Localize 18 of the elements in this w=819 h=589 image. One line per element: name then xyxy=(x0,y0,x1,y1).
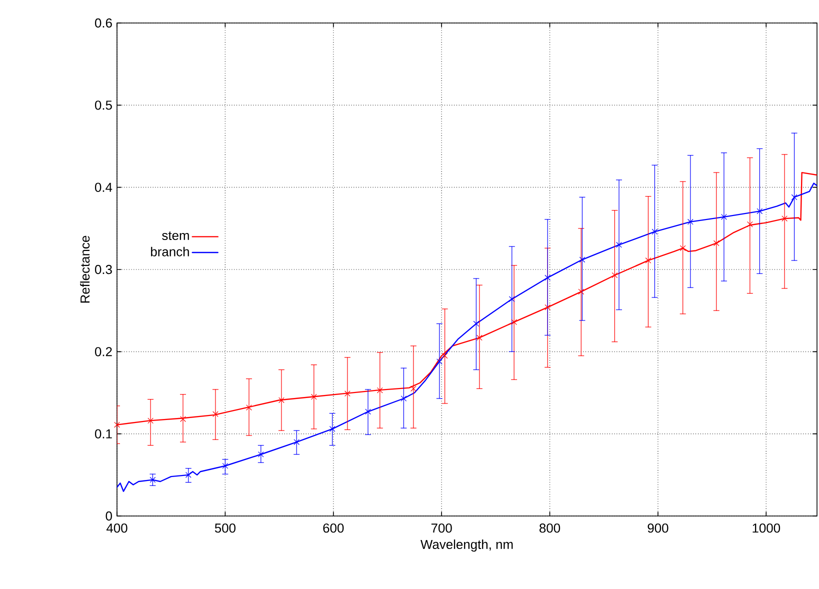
x-tick-label: 700 xyxy=(431,524,452,533)
y-axis-title: Reflectance xyxy=(80,236,90,303)
y-tick-label: 0.1 xyxy=(94,429,112,438)
x-tick-label: 800 xyxy=(540,524,560,533)
y-tick-label: 0.5 xyxy=(94,100,112,110)
legend-label: branch xyxy=(151,246,189,256)
x-tick-label: 900 xyxy=(648,524,668,533)
x-tick-label: 500 xyxy=(214,524,236,533)
x-axis-title: Wavelength, nm xyxy=(420,540,513,552)
x-tick-label: 600 xyxy=(323,524,344,533)
y-tick-label: 0.2 xyxy=(94,347,112,356)
x-tick-label: 400 xyxy=(106,524,128,533)
y-tick-label: 0.6 xyxy=(94,18,112,28)
y-tick-label: 0.4 xyxy=(94,182,112,192)
legend-label: stem xyxy=(162,232,189,240)
y-tick-label: 0 xyxy=(106,511,112,521)
y-tick-label: 0.3 xyxy=(94,264,112,274)
x-tick-label: 1000 xyxy=(752,524,780,533)
